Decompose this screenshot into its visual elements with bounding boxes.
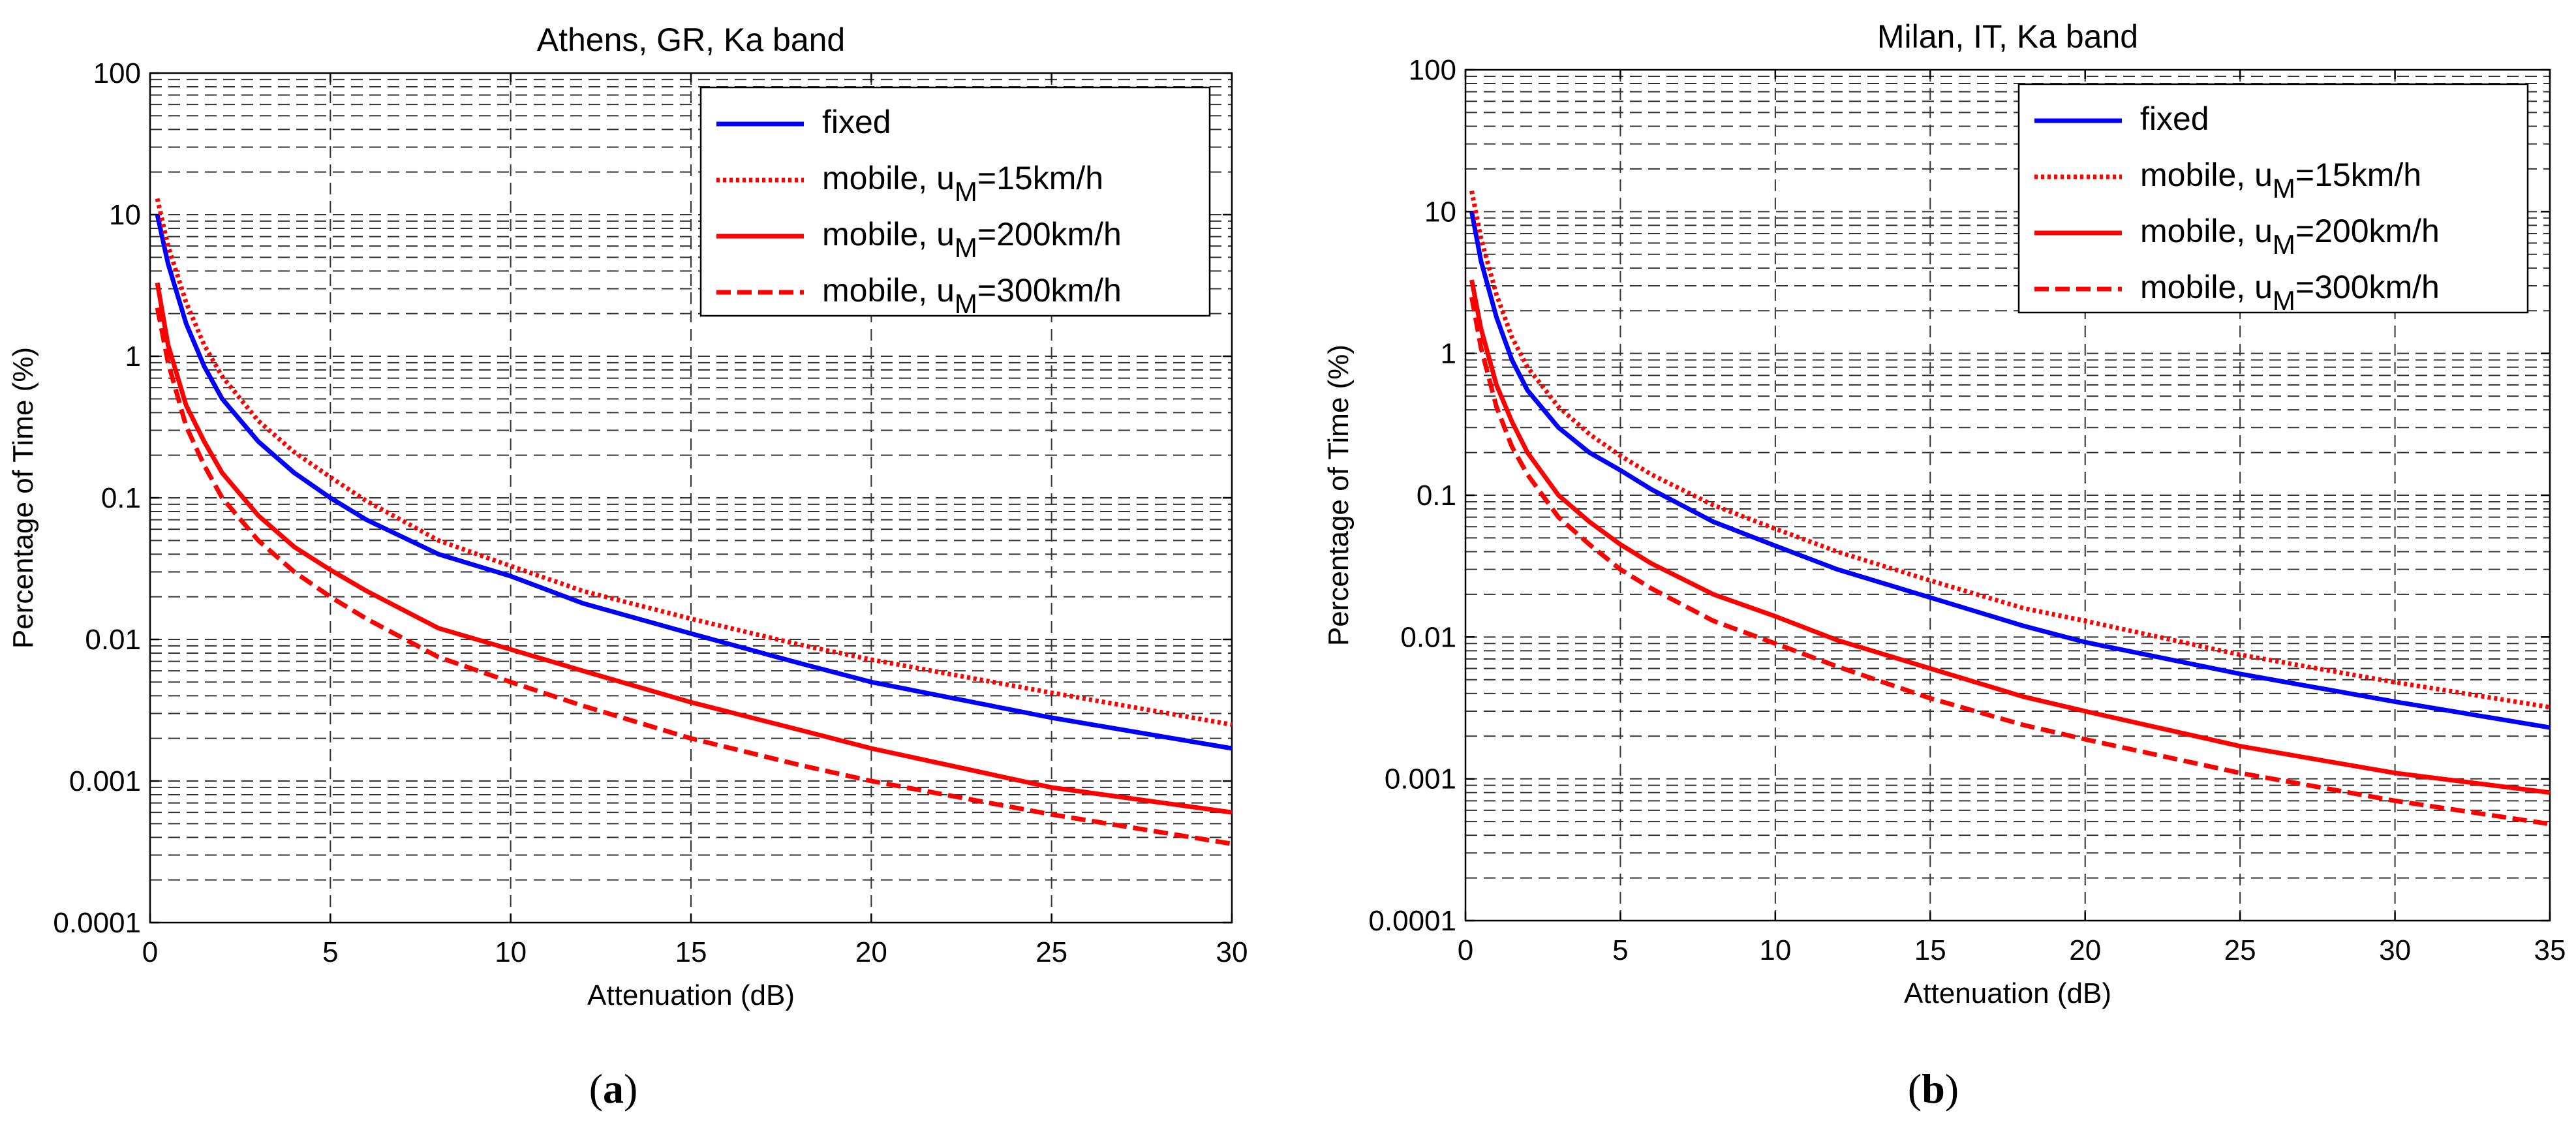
x-tick-label: 20	[2069, 934, 2101, 966]
panel-b: 0 5 10 15 20 25 30 35 0.0001 0.001 0.01 0.1 1 10 100 Mi…	[1323, 18, 2566, 1009]
legend-box	[2017, 83, 2529, 314]
x-tick-label: 35	[2534, 934, 2566, 966]
legend-label: mobile, uM=200km/h	[822, 216, 1122, 263]
series-line	[1469, 279, 2551, 795]
x-axis-label: Attenuation (dB)	[1904, 977, 2111, 1009]
x-tick-label: 25	[1035, 936, 1067, 968]
legend-label: mobile, uM=300km/h	[822, 272, 1122, 319]
x-tick-label: 5	[322, 936, 338, 968]
y-tick-label: 0.1	[1417, 480, 1456, 512]
series-line	[155, 307, 1233, 846]
chart-title: Athens, GR, Ka band	[537, 22, 846, 58]
series-line	[1469, 296, 2551, 827]
x-tick-label: 25	[2224, 934, 2256, 966]
legend-label: mobile, uM=15km/h	[2140, 157, 2421, 204]
y-tick-label: 0.01	[1400, 621, 1456, 653]
x-tick-label: 15	[1914, 934, 1946, 966]
x-tick-label: 20	[855, 936, 887, 968]
series-line	[155, 198, 1233, 728]
y-tick-label: 100	[1409, 54, 1456, 86]
x-tick-label: 10	[1759, 934, 1791, 966]
x-axis-label: Attenuation (dB)	[587, 979, 795, 1011]
caption-b: (b)	[1908, 1065, 1959, 1112]
y-tick-label: 1	[125, 341, 141, 373]
y-tick-label: 0.1	[101, 482, 141, 514]
x-tick-label: 0	[142, 936, 158, 968]
legend-label: fixed	[822, 104, 891, 140]
legend-label: mobile, uM=15km/h	[822, 160, 1103, 207]
x-tick-label: 5	[1612, 934, 1628, 966]
panel-a: 0 5 10 15 20 25 30 0.0001 0.001 0.01 0.1 1 10 100 Athe…	[7, 22, 1248, 1011]
caption-a: (a)	[589, 1065, 638, 1112]
series-line	[1469, 190, 2551, 710]
x-tick-label: 30	[1216, 936, 1248, 968]
x-tick-label: 0	[1458, 934, 1473, 966]
series-line	[155, 214, 1233, 751]
series-line	[155, 282, 1233, 815]
y-tick-label: 10	[109, 199, 141, 231]
y-tick-label: 100	[93, 57, 141, 89]
y-tick-label: 0.001	[69, 765, 141, 797]
legend-label: fixed	[2140, 100, 2209, 137]
y-axis-label: Percentage of Time (%)	[7, 347, 39, 649]
legend-label: mobile, uM=200km/h	[2140, 213, 2440, 260]
legend-label: mobile, uM=300km/h	[2140, 269, 2440, 316]
series-line	[1469, 211, 2551, 730]
y-tick-label: 0.0001	[53, 907, 141, 939]
y-tick-label: 10	[1424, 196, 1456, 228]
chart-title: Milan, IT, Ka band	[1877, 18, 2138, 55]
y-tick-label: 1	[1441, 338, 1456, 370]
x-tick-label: 10	[495, 936, 527, 968]
y-tick-label: 0.0001	[1368, 905, 1456, 937]
y-tick-label: 0.01	[85, 624, 141, 656]
y-axis-label: Percentage of Time (%)	[1323, 345, 1355, 646]
y-tick-label: 0.001	[1385, 763, 1456, 795]
x-tick-label: 15	[675, 936, 707, 968]
x-tick-label: 30	[2379, 934, 2411, 966]
